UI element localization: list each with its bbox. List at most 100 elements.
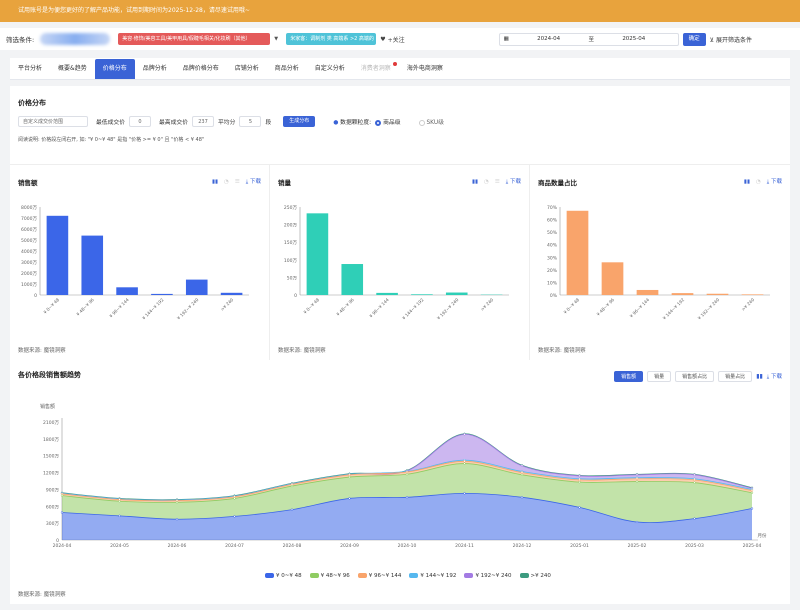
card-tools: ▮▮ ◔ ☰ ⤓ 下载: [472, 177, 521, 186]
x-tick-label: ¥ 0~¥ 48: [42, 297, 61, 316]
y-tick-label: 250万: [284, 205, 298, 211]
attribute-tag[interactable]: 米家客：调制剂 类 高端系 >2 高端的: [286, 33, 377, 45]
category-tag[interactable]: 美容·修饰/美容工具/美甲用具/假睫毛相关/化妆刷（其他）: [118, 33, 271, 45]
metric-volume-share-button[interactable]: 销量占比: [718, 371, 753, 382]
bar: [341, 264, 364, 295]
tab-7[interactable]: 自定义分析: [307, 59, 353, 79]
filter-icon: ⊻: [709, 36, 715, 44]
tab-3[interactable]: 品牌分析: [135, 59, 175, 79]
tab-1[interactable]: 概要&趋势: [50, 59, 95, 79]
x-tick-label: ¥ 48~¥ 96: [335, 297, 356, 318]
data-point: [175, 518, 179, 521]
filter-label: 筛选条件:: [6, 36, 35, 44]
bar: [671, 293, 694, 295]
y-tick-label: 30%: [547, 255, 558, 261]
bar-chart-icon[interactable]: ▮▮: [756, 373, 763, 380]
pie-chart-icon[interactable]: ◔: [224, 178, 229, 185]
download-button[interactable]: ⤓ 下载: [766, 374, 782, 380]
tab-label: 价格分布: [102, 65, 127, 72]
range-select[interactable]: 自定义成交价范围: [18, 116, 88, 127]
y-tick-label: 0: [294, 293, 297, 299]
x-tick-label: 2025-01: [570, 543, 589, 549]
download-label: 下载: [770, 179, 782, 185]
card-title: 销量: [278, 179, 291, 187]
download-button[interactable]: ⤓ 下载: [766, 179, 782, 185]
volume-bar-chart: 0 50万 100万 150万 200万 250万 ¥ 0~¥ 48 ¥ 48~¥ 96 ¥ 9…: [284, 205, 509, 321]
tab-label: 商品分析: [274, 65, 299, 72]
tab-0[interactable]: 平台分析: [10, 59, 50, 79]
legend-label: ¥ 192~¥ 240: [475, 573, 512, 579]
data-point: [578, 480, 581, 484]
min-price-input[interactable]: 0: [129, 116, 151, 127]
trend-title: 各价格段销售额趋势: [18, 371, 81, 379]
tab-4[interactable]: 品牌价格分布: [175, 59, 227, 79]
metric-sales-share-button[interactable]: 销售额占比: [675, 371, 715, 382]
bar: [116, 287, 138, 295]
download-button[interactable]: ⤓ 下载: [505, 179, 521, 185]
bar-chart-icon[interactable]: ▮▮: [743, 178, 750, 185]
card-tools: ▮▮ ◔ ☰ ⤓ 下载: [212, 177, 261, 186]
y-tick-label: 70%: [547, 205, 558, 211]
expand-filter-button[interactable]: ⊻ 展开筛选条件: [710, 35, 752, 44]
tab-6[interactable]: 商品分析: [267, 59, 307, 79]
tab-9[interactable]: 海外电商洞察: [399, 59, 451, 79]
legend-label: ¥ 0~¥ 48: [276, 573, 302, 579]
max-price-input[interactable]: 237: [192, 116, 214, 127]
download-button[interactable]: ⤓ 下载: [245, 179, 261, 185]
seg-label: 段: [265, 120, 272, 126]
legend-item[interactable]: ¥ 0~¥ 48: [265, 573, 302, 579]
sku-level-option[interactable]: SKU级: [418, 117, 444, 126]
x-tick-label: 2025-03: [685, 543, 704, 549]
legend-item[interactable]: ¥ 144~¥ 192: [409, 573, 456, 579]
main-tabs: 平台分析 概要&趋势 价格分布 品牌分析 品牌价格分布 店铺分析 商品分析 自定义分析 消费者洞…: [10, 58, 790, 80]
metric-sales-button[interactable]: 销售额: [614, 371, 644, 382]
trial-banner: 试用账号是为便您更好的了解产品功能，试用到期时间为2025-12-28，请尽速试…: [0, 0, 800, 22]
legend-item[interactable]: ¥ 48~¥ 96: [309, 573, 350, 579]
blurred-filter-value[interactable]: [40, 33, 111, 45]
pie-chart-icon[interactable]: ◔: [484, 178, 489, 185]
legend-item[interactable]: ¥ 192~¥ 240: [464, 573, 512, 579]
table-icon[interactable]: ☰: [494, 178, 500, 185]
data-point: [693, 481, 696, 484]
follow-button[interactable]: ♥ +关注: [380, 35, 404, 44]
granularity-text: 数据颗粒度:: [340, 120, 372, 126]
bar-chart-icon[interactable]: ▮▮: [211, 178, 219, 185]
bar-chart-icon[interactable]: ▮▮: [471, 178, 479, 185]
data-point: [405, 496, 409, 499]
item-share-bar-chart: 0% 10% 20% 30% 40% 50% 60% 70% ¥ 0~¥ 48 ¥ 48~¥ 96…: [547, 205, 770, 321]
bar: [81, 235, 104, 295]
date-from: 2024-04: [537, 36, 561, 42]
legend-swatch: [265, 573, 274, 578]
card-tools: ▮▮ ◔ ⤓ 下载: [744, 177, 782, 186]
data-point: [60, 494, 64, 497]
bar: [445, 292, 468, 295]
table-icon[interactable]: ☰: [234, 178, 240, 185]
data-point: [348, 497, 351, 500]
tab-2[interactable]: 价格分布: [94, 59, 135, 79]
x-axis-label: 月份: [758, 532, 767, 539]
tab-5[interactable]: 店铺分析: [227, 59, 267, 79]
y-tick-label: 300万: [46, 521, 60, 527]
generate-button[interactable]: 生成分布: [283, 116, 316, 127]
tab-label: 平台分析: [18, 65, 43, 72]
x-tick-label: ¥ 96~¥ 144: [108, 297, 130, 319]
bar: [601, 262, 624, 295]
legend-item[interactable]: ¥ 96~¥ 144: [357, 573, 401, 579]
legend-item[interactable]: >¥ 240: [519, 573, 551, 579]
caret-down-icon[interactable]: ▼: [274, 36, 279, 42]
expand-label: 展开筛选条件: [715, 36, 752, 44]
segments-input[interactable]: 5: [239, 116, 262, 127]
y-tick-label: 1200万: [43, 471, 59, 477]
x-tick-label: ¥ 192~¥ 240: [436, 297, 460, 321]
metric-volume-button[interactable]: 销量: [647, 371, 672, 382]
x-tick-label: ¥ 0~¥ 48: [563, 297, 582, 316]
x-tick-label: ¥ 144~¥ 192: [141, 297, 165, 321]
tab-8[interactable]: 消费者洞察: [353, 59, 399, 79]
data-source: 数据来源: 魔镜洞察: [18, 592, 66, 598]
confirm-button[interactable]: 确定: [682, 32, 706, 46]
data-point: [520, 496, 524, 499]
item-level-option[interactable]: 商品级: [375, 117, 401, 126]
pie-chart-icon[interactable]: ◔: [755, 178, 761, 185]
x-tick-label: >¥ 240: [480, 297, 496, 313]
date-range-picker[interactable]: ▦ 2024-04 至 2025-04: [498, 32, 679, 46]
